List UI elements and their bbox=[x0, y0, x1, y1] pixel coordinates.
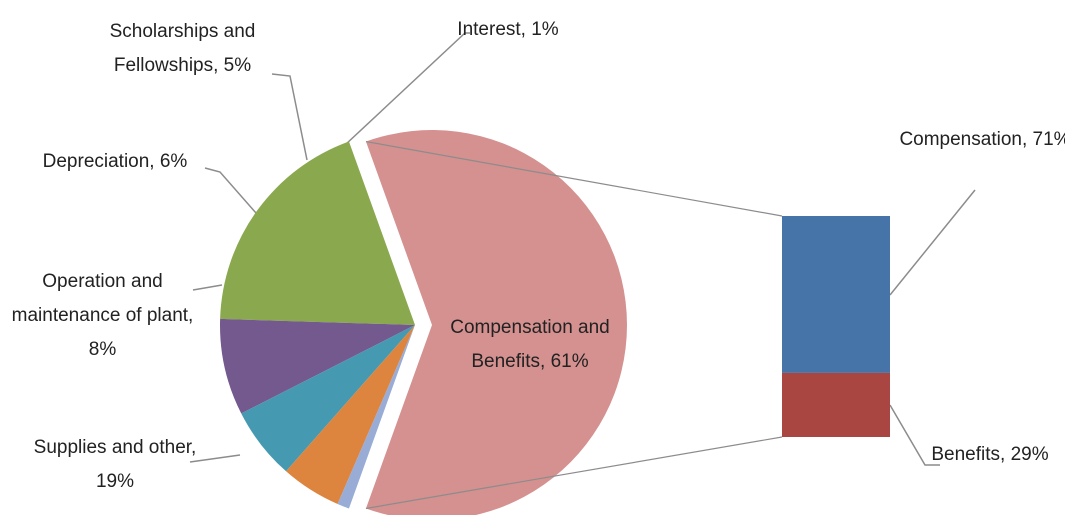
data-label: Supplies and other, 19% bbox=[33, 437, 197, 492]
pie-slice bbox=[337, 325, 415, 509]
pie-slice bbox=[220, 318, 415, 414]
pie-slice bbox=[365, 130, 627, 515]
bar-segment bbox=[782, 372, 890, 437]
data-label: Operation and maintenance of plant, 8% bbox=[11, 271, 194, 360]
leader-line bbox=[189, 454, 241, 463]
bar-segment bbox=[782, 216, 890, 373]
data-label: Depreciation, 6% bbox=[42, 151, 188, 172]
pie-slice bbox=[286, 325, 415, 504]
data-label: Interest, 1% bbox=[457, 19, 559, 40]
leader-line bbox=[192, 284, 223, 291]
data-label: Compensation, 71% bbox=[899, 129, 1065, 150]
data-label: Compensation and Benefits, 61% bbox=[450, 317, 610, 372]
pie-slice bbox=[220, 141, 415, 325]
leader-line bbox=[889, 189, 976, 296]
data-label: Scholarships and Fellowships, 5% bbox=[109, 21, 256, 76]
leader-line bbox=[344, 32, 470, 146]
data-label: Benefits, 29% bbox=[931, 444, 1049, 465]
leader-line bbox=[204, 167, 257, 214]
leader-line bbox=[271, 73, 308, 161]
leader-line bbox=[889, 404, 940, 466]
pie-slice bbox=[241, 325, 415, 472]
connector-line bbox=[365, 140, 783, 217]
connector-line bbox=[365, 436, 783, 510]
